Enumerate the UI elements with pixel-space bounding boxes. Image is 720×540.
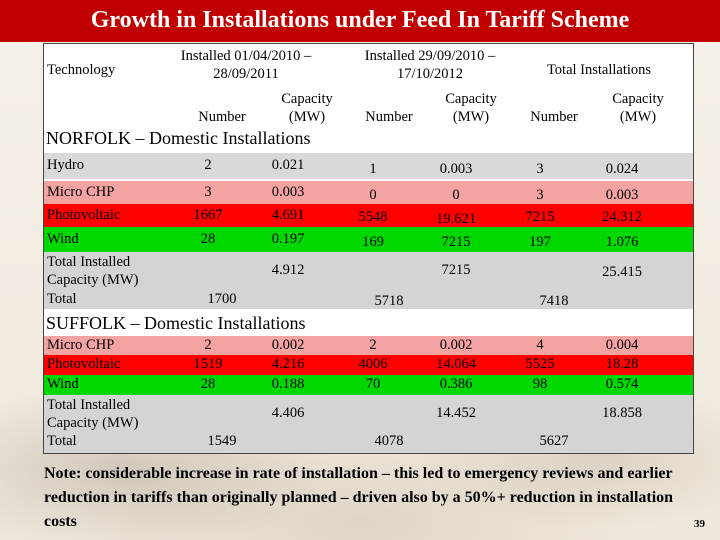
header-technology: Technology [47, 62, 116, 78]
norfolk-heading: NORFOLK – Domestic Installations [46, 128, 311, 148]
header-number-2: Number [365, 109, 413, 125]
slide-title: Growth in Installations under Feed In Ta… [0, 0, 720, 42]
header-period1: Installed 01/04/2010 – 28/09/2011 [180, 48, 312, 82]
header-total: Total Installations [546, 62, 652, 78]
table-row: Micro CHP 3 0.003 0 0 3 0.003 [44, 181, 693, 204]
header-number-3: Number [530, 109, 578, 125]
table-row: Photovoltaic 1667 4.691 5548 19.621 7215… [44, 204, 693, 227]
header-capacity-2: Capacity (MW) [445, 91, 497, 125]
suffolk-totals: Total Installed Capacity (MW) Total 4.40… [44, 395, 693, 453]
installations-table: Technology Installed 01/04/2010 – 28/09/… [43, 43, 694, 454]
header-period2: Installed 29/09/2010 – 17/10/2012 [364, 48, 496, 82]
header-capacity-3: Capacity (MW) [612, 91, 664, 125]
table-row: Wind 28 0.197 169 7215 197 1.076 [44, 227, 693, 252]
header-capacity-1: Capacity (MW) [281, 91, 333, 125]
norfolk-totals: Total Installed Capacity (MW) Total 4.91… [44, 252, 693, 309]
table-row: Hydro 2 0.021 1 0.003 3 0.024 [44, 153, 693, 179]
header-number-1: Number [198, 109, 246, 125]
page-number: 39 [694, 518, 705, 530]
table-row: Wind 28 0.188 70 0.386 98 0.574 [44, 375, 693, 395]
note-text: Note: considerable increase in rate of i… [44, 465, 674, 530]
table-row: Photovoltaic 1519 4.216 4006 14.064 5525… [44, 355, 693, 375]
suffolk-heading: SUFFOLK – Domestic Installations [46, 313, 306, 333]
table-row: Micro CHP 2 0.002 2 0.002 4 0.004 [44, 336, 693, 355]
